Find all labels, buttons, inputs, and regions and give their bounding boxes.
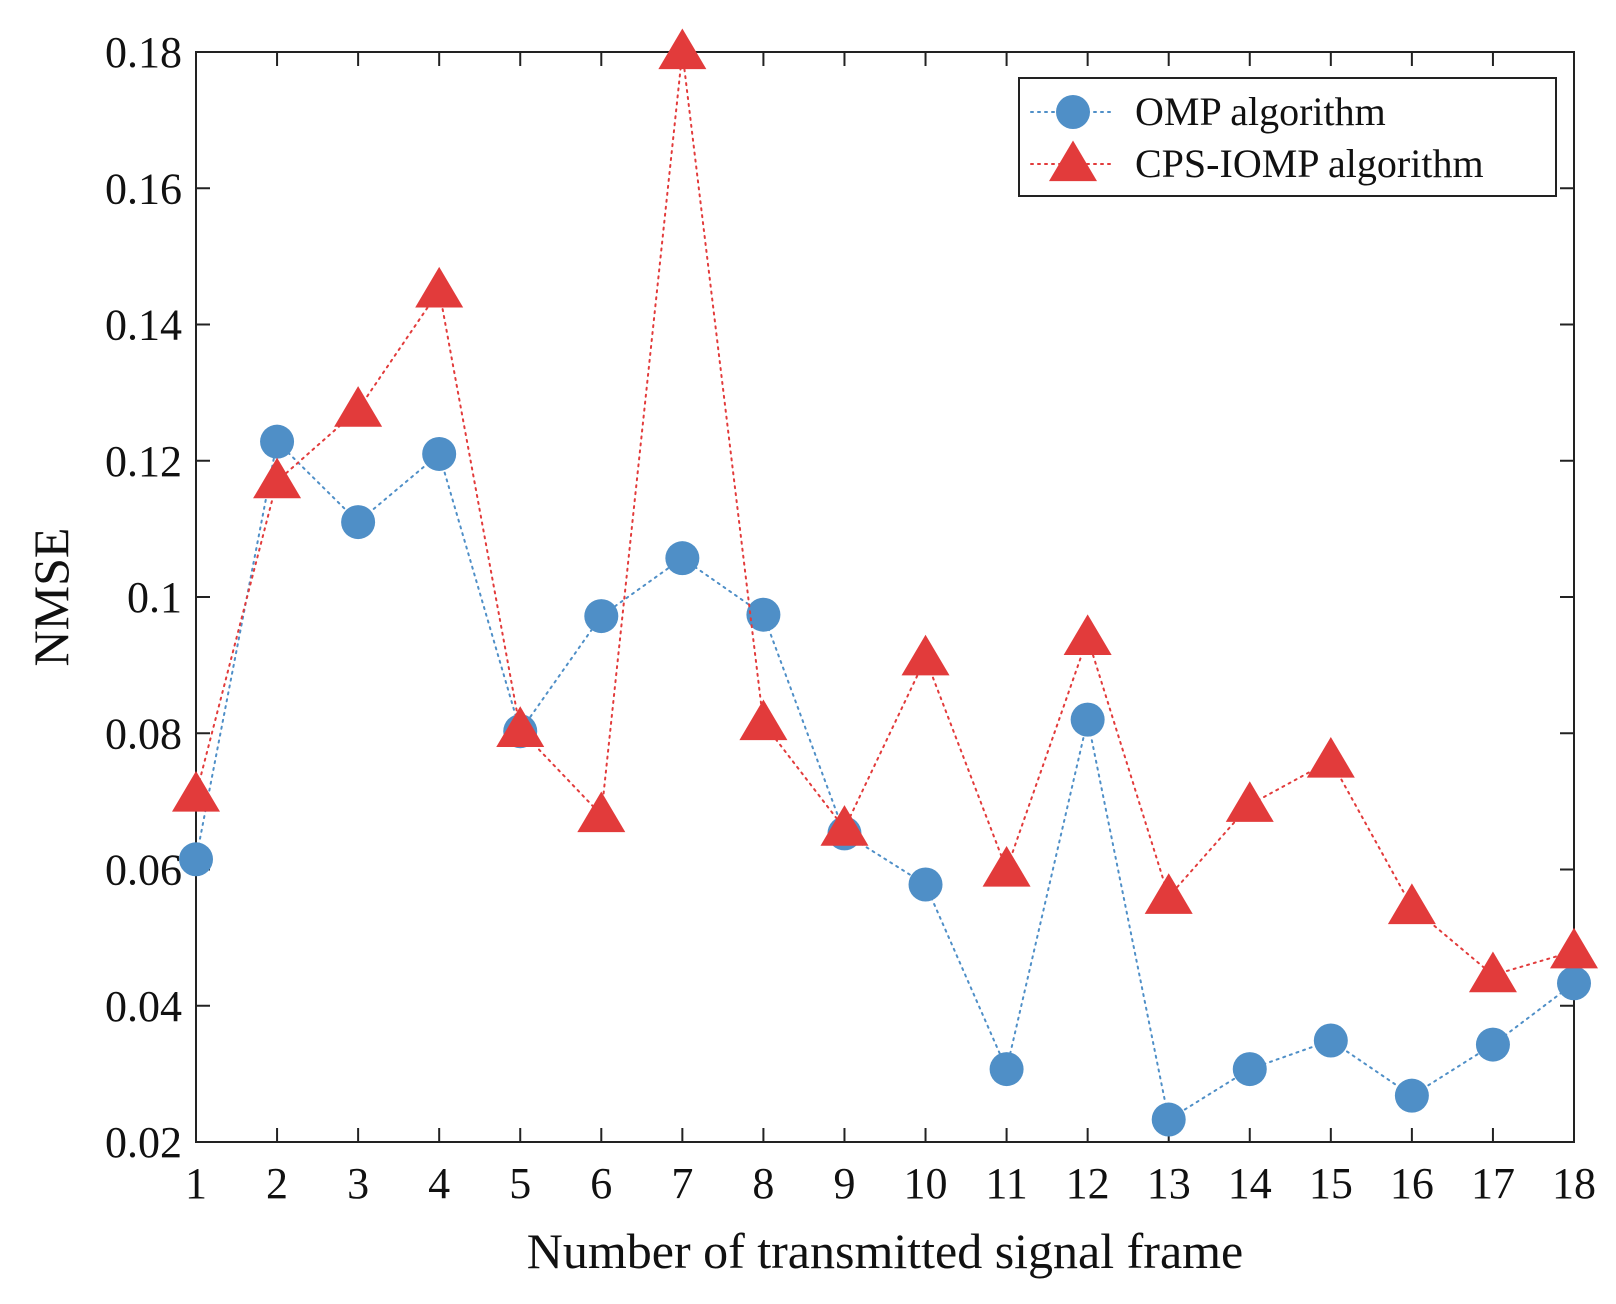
omp-point xyxy=(422,436,457,471)
y-axis-title: NMSE xyxy=(23,528,79,667)
cps-iomp-point xyxy=(496,706,545,747)
cps-iomp-point xyxy=(577,791,626,833)
series-line-1 xyxy=(195,439,1575,1122)
y-tick-label: 0.06 xyxy=(105,846,182,895)
x-tick-label: 17 xyxy=(1471,1159,1515,1208)
cps-iomp-point xyxy=(1306,736,1355,778)
cps-iomp-point xyxy=(334,386,383,427)
omp-point xyxy=(1232,1052,1267,1087)
y-tick-label: 0.12 xyxy=(105,437,182,486)
x-tick-label: 1 xyxy=(185,1159,207,1208)
x-tick-label: 6 xyxy=(590,1159,612,1208)
x-tick-label: 3 xyxy=(347,1159,369,1208)
cps-iomp-point xyxy=(982,845,1031,887)
legend: OMP algorithm CPS-IOMP algorithm xyxy=(1018,77,1557,197)
y-tick-label: 0.04 xyxy=(105,982,182,1031)
omp-point xyxy=(1151,1102,1186,1137)
cps-iomp-point xyxy=(1225,781,1274,822)
cps-iomp-point xyxy=(415,266,464,308)
x-tick-label: 14 xyxy=(1228,1159,1272,1208)
cps-iomp-point xyxy=(1144,873,1193,914)
cps-iomp-point xyxy=(820,805,869,846)
omp-point xyxy=(179,842,213,877)
omp-point xyxy=(1070,702,1105,737)
cps-iomp-point xyxy=(1387,883,1436,925)
x-axis-title: Number of transmitted signal frame xyxy=(527,1223,1243,1279)
plot-frame xyxy=(195,51,1575,1143)
x-tick-label: 11 xyxy=(985,1159,1027,1208)
omp-point xyxy=(1394,1078,1429,1113)
y-tick-label: 0.02 xyxy=(105,1118,182,1167)
omp-point xyxy=(584,599,619,634)
legend-label-1: OMP algorithm xyxy=(1135,89,1386,134)
cps-iomp-point xyxy=(1468,951,1517,993)
omp-point xyxy=(665,541,700,576)
omp-point xyxy=(1475,1027,1510,1062)
x-tick-label: 10 xyxy=(904,1159,948,1208)
cps-iomp-point xyxy=(1550,927,1598,969)
legend-triangle-marker xyxy=(1049,140,1097,182)
legend-box xyxy=(1018,77,1557,197)
y-tick-label: 0.08 xyxy=(105,709,182,758)
legend-circle-marker xyxy=(1056,95,1090,129)
x-tick-label: 18 xyxy=(1552,1159,1596,1208)
y-tick-label: 0.1 xyxy=(127,573,182,622)
omp-point xyxy=(260,424,295,459)
cps-iomp-point xyxy=(253,457,302,499)
omp-point xyxy=(746,597,781,632)
x-tick-label: 7 xyxy=(671,1159,693,1208)
cps-iomp-point xyxy=(658,28,707,70)
x-tick-label: 9 xyxy=(833,1159,855,1208)
y-tick-label: 0.16 xyxy=(105,164,182,213)
cps-iomp-point xyxy=(1063,614,1112,655)
legend-label-2: CPS-IOMP algorithm xyxy=(1135,141,1484,186)
x-tick-label: 5 xyxy=(509,1159,531,1208)
omp-point xyxy=(989,1052,1024,1087)
x-tick-label: 2 xyxy=(266,1159,288,1208)
x-tick-label: 15 xyxy=(1309,1159,1353,1208)
x-tick-label: 12 xyxy=(1066,1159,1110,1208)
x-tick-label: 16 xyxy=(1390,1159,1434,1208)
cps-iomp-point xyxy=(901,634,950,676)
x-tick-label: 8 xyxy=(752,1159,774,1208)
series-line-2 xyxy=(195,51,1575,977)
series-layer xyxy=(172,28,1598,1137)
x-tick-label: 13 xyxy=(1147,1159,1191,1208)
omp-point xyxy=(908,867,943,902)
cps-iomp-point xyxy=(172,771,220,812)
axes: 1 2 3 4 5 6 7 8 9 10 11 12 13 14 15 16 17 180.020.040.060… xyxy=(105,28,1596,1208)
omp-point xyxy=(1557,966,1591,1001)
x-tick-label: 4 xyxy=(428,1159,450,1208)
y-tick-label: 0.18 xyxy=(105,28,182,77)
cps-iomp-point xyxy=(739,699,788,741)
omp-point xyxy=(341,505,376,540)
omp-point xyxy=(1313,1023,1348,1058)
y-tick-label: 0.14 xyxy=(105,301,182,350)
